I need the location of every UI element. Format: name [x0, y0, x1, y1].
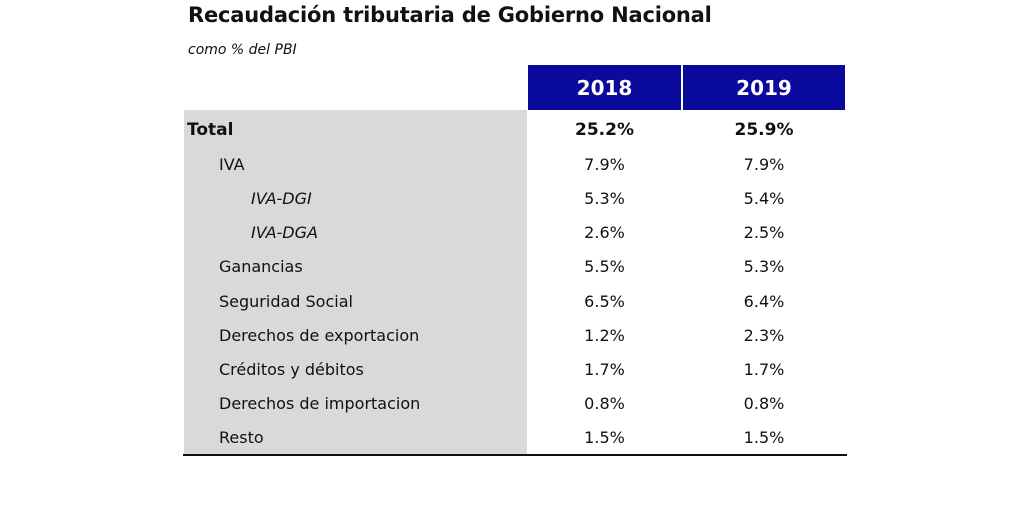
- value-2019: 25.9%: [734, 120, 794, 141]
- table-row-total: Total 25.2% 25.9%: [184, 113, 846, 147]
- value-2019: 5.3%: [743, 257, 785, 277]
- column-header-2018: 2018: [528, 65, 681, 110]
- value-2019: 1.5%: [743, 428, 785, 448]
- value-2019: 0.8%: [743, 394, 785, 414]
- row-label: Total: [187, 120, 234, 141]
- value-2019: 2.5%: [743, 223, 785, 243]
- row-label: Ganancias: [219, 257, 303, 277]
- table-row-derechos-exportacion: Derechos de exportacion 1.2% 2.3%: [184, 318, 846, 352]
- value-2018: 2.6%: [584, 223, 625, 243]
- value-2018: 25.2%: [575, 120, 634, 141]
- value-2018: 1.7%: [584, 359, 625, 379]
- row-label: IVA-DGI: [251, 188, 312, 208]
- value-2019: 1.7%: [743, 359, 785, 379]
- row-label: Seguridad Social: [219, 291, 353, 311]
- row-label: IVA: [219, 154, 245, 174]
- value-2018: 6.5%: [584, 291, 625, 311]
- value-2018: 5.5%: [584, 257, 625, 277]
- table-row-derechos-importacion: Derechos de importacion 0.8% 0.8%: [184, 387, 846, 421]
- table-row-resto: Resto 1.5% 1.5%: [184, 421, 846, 455]
- value-2018: 1.2%: [584, 325, 625, 345]
- row-label-panel: [184, 110, 527, 455]
- row-label: IVA-DGA: [251, 223, 318, 243]
- value-2018: 1.5%: [584, 428, 625, 448]
- chart-title: Recaudación tributaria de Gobierno Nacio…: [188, 3, 712, 27]
- value-2019: 6.4%: [743, 291, 785, 311]
- value-2018: 7.9%: [584, 154, 625, 174]
- value-2018: 5.3%: [584, 188, 625, 208]
- row-label: Resto: [219, 428, 264, 448]
- table-row-iva: IVA 7.9% 7.9%: [184, 147, 846, 181]
- row-label: Derechos de exportacion: [219, 325, 420, 345]
- chart-subtitle: como % del PBI: [188, 42, 297, 58]
- value-2018: 0.8%: [584, 394, 625, 414]
- table-row-creditos-debitos: Créditos y débitos 1.7% 1.7%: [184, 352, 846, 386]
- value-2019: 5.4%: [743, 188, 785, 208]
- bottom-rule: [183, 454, 847, 456]
- value-2019: 2.3%: [743, 325, 785, 345]
- table-row-ganancias: Ganancias 5.5% 5.3%: [184, 250, 846, 284]
- table-row-seguridad-social: Seguridad Social 6.5% 6.4%: [184, 284, 846, 318]
- table-body: Total 25.2% 25.9% IVA 7.9% 7.9% IVA-DGI …: [184, 113, 846, 455]
- table-row-iva-dga: IVA-DGA 2.6% 2.5%: [184, 216, 846, 250]
- row-label: Créditos y débitos: [219, 359, 364, 379]
- table-row-iva-dgi: IVA-DGI 5.3% 5.4%: [184, 181, 846, 215]
- column-header-2019: 2019: [683, 65, 845, 110]
- row-label: Derechos de importacion: [219, 394, 421, 414]
- value-2019: 7.9%: [743, 154, 785, 174]
